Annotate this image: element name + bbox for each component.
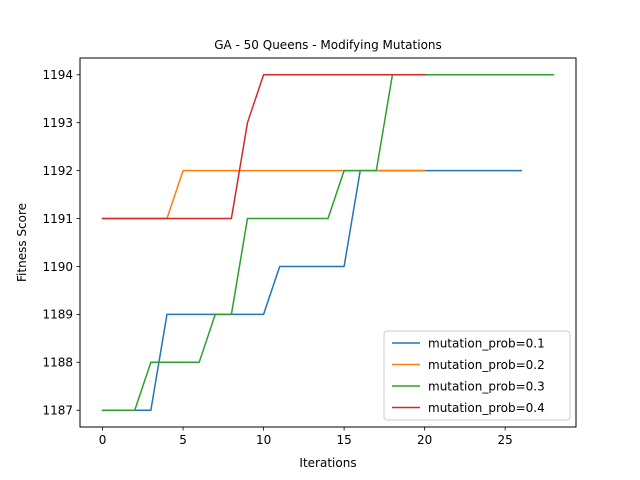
y-tick-label: 1189 xyxy=(42,308,73,322)
x-tick-label: 20 xyxy=(417,433,432,447)
legend-label-4: mutation_prob=0.4 xyxy=(428,401,545,415)
y-tick-label: 1192 xyxy=(42,164,73,178)
y-tick-label: 1191 xyxy=(42,212,73,226)
y-tick-label: 1190 xyxy=(42,260,73,274)
y-axis-title: Fitness Score xyxy=(15,203,29,282)
chart-title: GA - 50 Queens - Modifying Mutations xyxy=(214,38,442,52)
x-axis-title: Iterations xyxy=(299,456,356,470)
series-layer xyxy=(101,74,555,411)
y-tick-label: 1194 xyxy=(42,68,73,82)
plot-frame xyxy=(79,57,577,428)
legend-label-3: mutation_prob=0.3 xyxy=(428,379,545,393)
y-tick-label: 1187 xyxy=(42,404,73,418)
series-line-1 xyxy=(101,169,522,411)
legend-label-2: mutation_prob=0.2 xyxy=(428,358,545,372)
x-tick-label: 5 xyxy=(179,433,187,447)
x-tick-label: 25 xyxy=(498,433,513,447)
legend-box xyxy=(383,330,571,421)
x-tick-label: 0 xyxy=(99,433,107,447)
x-tick-label: 10 xyxy=(256,433,271,447)
series-line-4 xyxy=(101,74,426,220)
y-tick-label: 1193 xyxy=(42,116,73,130)
x-axis: 0 5 10 15 20 25 xyxy=(99,427,513,447)
legend: mutation_prob=0.1 mutation_prob=0.2mutati… xyxy=(383,330,571,421)
legend-label-1: mutation_prob=0.1 xyxy=(428,336,545,350)
series-line-3 xyxy=(101,74,555,411)
x-tick-label: 15 xyxy=(336,433,351,447)
y-axis: 1187 1188 1189 1190 1191 1192 1193 1194 xyxy=(42,68,80,418)
y-tick-label: 1188 xyxy=(42,356,73,370)
